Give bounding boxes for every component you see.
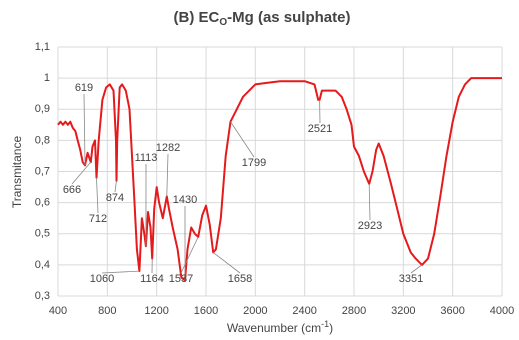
y-tick-label: 0,7 — [35, 165, 50, 177]
y-tick-label: 0,3 — [35, 290, 50, 302]
annotation: 1164 — [140, 273, 164, 285]
x-tick-label: 3200 — [391, 305, 415, 317]
annotation: 619 — [75, 82, 93, 94]
x-tick-label: 3600 — [440, 305, 464, 317]
chart-title: (B) ECO-Mg (as sulphate) — [174, 9, 351, 28]
title-main: (B) EC — [174, 9, 220, 26]
x-tick-label: 2400 — [292, 305, 316, 317]
leader-line — [166, 153, 169, 197]
y-tick-label: 1 — [44, 72, 50, 84]
y-axis-label: Transmitance — [10, 136, 24, 209]
title-rest: -Mg (as sulphate) — [227, 9, 350, 26]
x-tick-label: 400 — [49, 305, 67, 317]
leader-line — [368, 183, 371, 221]
y-tick-label: 0,4 — [35, 259, 50, 271]
leader-line — [101, 270, 140, 274]
y-tick-label: 1,1 — [35, 41, 50, 53]
leader-line — [83, 93, 86, 166]
annotation: 2521 — [308, 123, 332, 135]
annotation: 1799 — [242, 157, 266, 169]
annotation: 1658 — [228, 273, 252, 285]
x-axis-label: Wavenumber (cm-1) — [227, 319, 333, 335]
leader-line — [410, 264, 423, 274]
y-tick-label: 0,8 — [35, 134, 50, 146]
y-tick-label: 0,6 — [35, 197, 50, 209]
leader-line — [230, 121, 255, 158]
annotation: 874 — [106, 192, 124, 204]
y-tick-label: 0,5 — [35, 228, 50, 240]
x-tick-label: 2000 — [243, 305, 267, 317]
y-tick-label: 0,9 — [35, 103, 50, 115]
leader-line — [180, 236, 199, 274]
annotation: 1060 — [90, 273, 114, 285]
x-tick-label: 1200 — [144, 305, 168, 317]
x-tick-label: 1600 — [194, 305, 218, 317]
leader-line — [114, 180, 117, 193]
x-tick-label: 2800 — [342, 305, 366, 317]
annotation: 3351 — [399, 273, 423, 285]
x-label-sup: -1 — [321, 319, 329, 329]
x-tick-label: 800 — [98, 305, 116, 317]
annotation: 1113 — [135, 152, 158, 164]
spectrum-line — [57, 77, 502, 282]
annotation: 2923 — [358, 220, 382, 232]
leader-line — [96, 177, 99, 214]
leader-line — [212, 252, 241, 274]
annotation: 1537 — [169, 273, 193, 285]
title-sub: O — [219, 17, 227, 28]
annotation: 1282 — [156, 142, 180, 154]
x-label-main: Wavenumber (cm — [227, 321, 321, 335]
x-label-rest: ) — [329, 321, 333, 335]
x-tick-label: 4000 — [490, 305, 514, 317]
annotation: 1430 — [173, 194, 197, 206]
annotation: 712 — [89, 213, 107, 225]
leader-line — [71, 161, 92, 185]
annotation: 666 — [63, 184, 81, 196]
